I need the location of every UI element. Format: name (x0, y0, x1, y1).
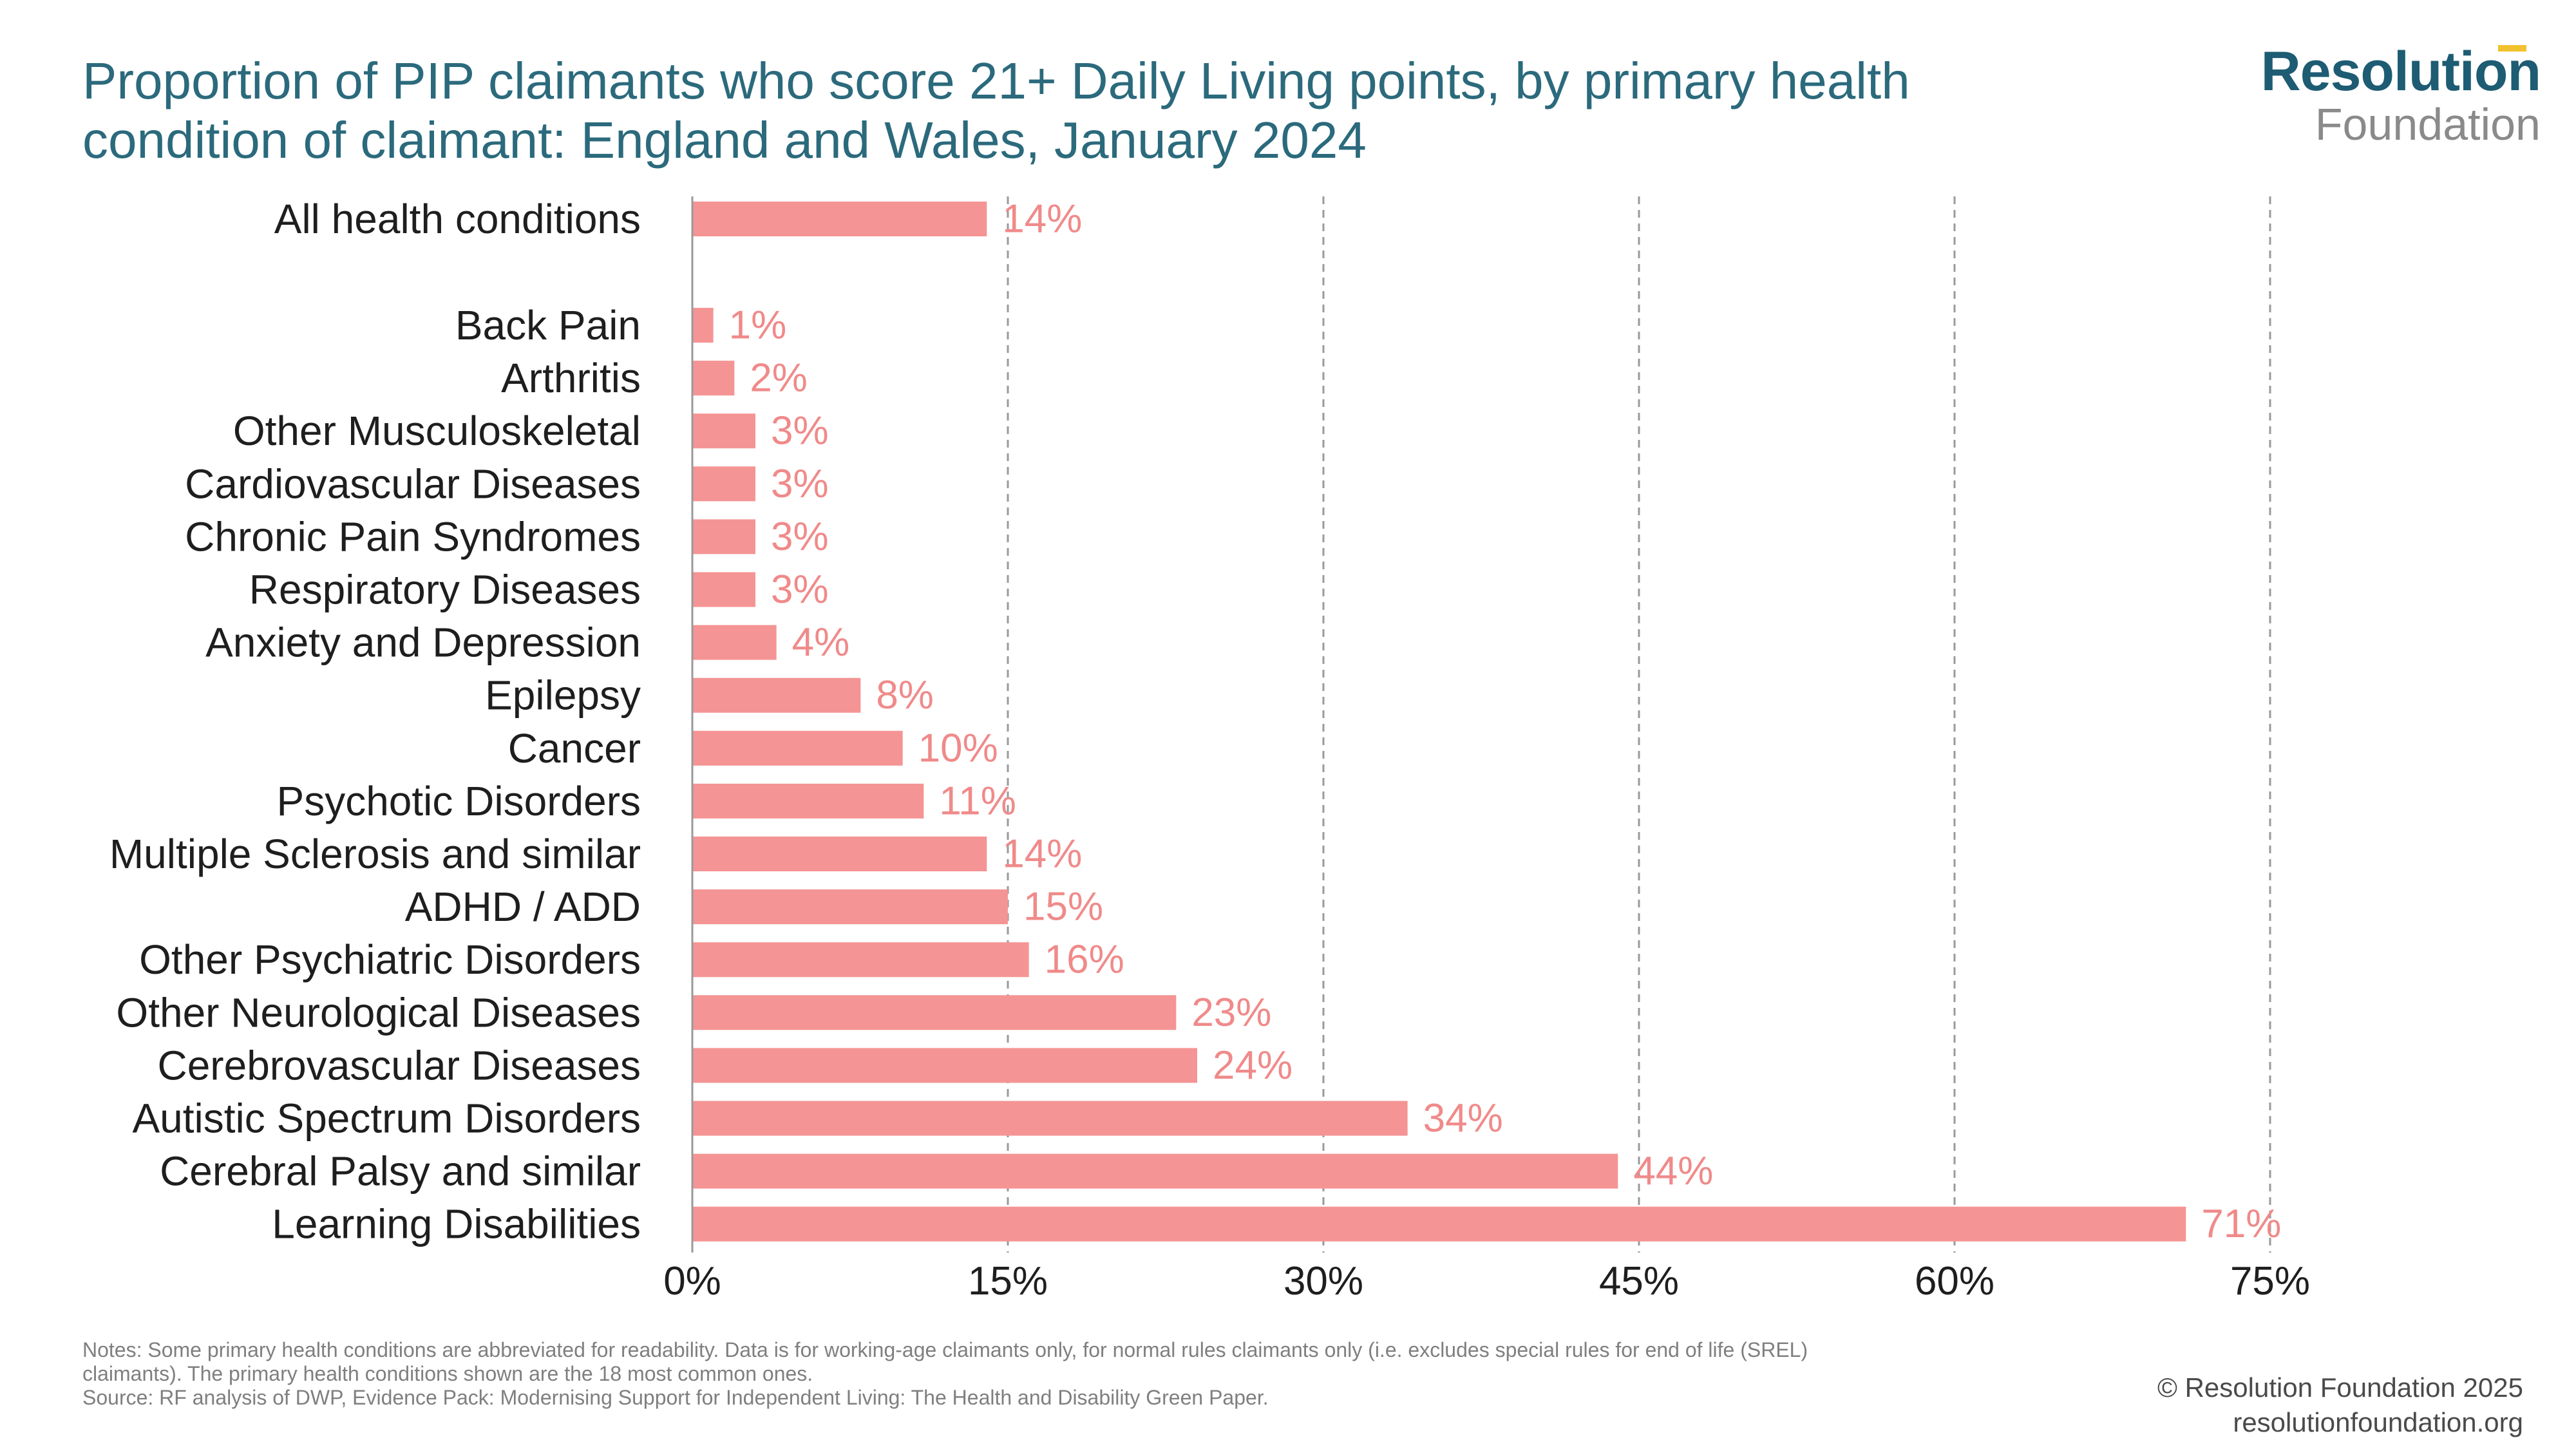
value-label-3: 3% (771, 409, 829, 453)
bar-8 (692, 677, 861, 713)
bar-17 (692, 1153, 1618, 1189)
category-label-5: Chronic Pain Syndromes (185, 513, 641, 560)
category-label-4: Cardiovascular Diseases (185, 460, 641, 507)
category-label-17: Cerebral Palsy and similar (160, 1148, 641, 1195)
value-label-2: 2% (750, 356, 808, 401)
value-label-16: 34% (1423, 1096, 1503, 1141)
category-label-11: Multiple Sclerosis and similar (109, 831, 641, 877)
value-label-9: 10% (918, 726, 998, 770)
bar-14 (692, 995, 1177, 1030)
logo-accent-mark (2498, 45, 2526, 52)
bar-6 (692, 572, 755, 607)
category-label-14: Other Neurological Diseases (116, 989, 641, 1036)
category-label-2: Arthritis (501, 355, 641, 401)
value-label-12: 15% (1023, 885, 1103, 929)
chart-notes: Notes: Some primary health conditions ar… (82, 1338, 2208, 1410)
value-label-5: 3% (771, 515, 829, 559)
notes-line-2: claimants). The primary health condition… (82, 1362, 813, 1385)
logo-main-text: Resolution (2260, 41, 2541, 102)
bar-15 (692, 1048, 1197, 1083)
value-label-18: 71% (2201, 1202, 2281, 1246)
category-label-6: Respiratory Diseases (249, 567, 641, 613)
category-label-9: Cancer (508, 725, 641, 772)
value-label-0: 14% (1002, 197, 1082, 242)
category-label-8: Epilepsy (485, 672, 641, 719)
logo-sub-text: Foundation (2315, 99, 2541, 149)
value-label-7: 4% (792, 620, 850, 665)
category-label-10: Psychotic Disorders (277, 778, 641, 824)
value-label-8: 8% (876, 673, 934, 717)
bar-13 (692, 942, 1029, 978)
x-tick-label-3: 45% (1599, 1259, 1679, 1303)
bar-7 (692, 625, 777, 660)
chart-title-line-2: condition of claimant: England and Wales… (82, 111, 1367, 169)
category-label-18: Learning Disabilities (272, 1201, 641, 1247)
value-label-4: 3% (771, 462, 829, 506)
category-label-7: Anxiety and Depression (205, 620, 641, 666)
copyright-text: © Resolution Foundation 2025 (2157, 1372, 2523, 1403)
category-label-13: Other Psychiatric Disorders (139, 936, 641, 983)
bar-chart: All health conditions 14% Back Pain 1% Arthr… (109, 196, 2310, 1303)
bar-9 (692, 730, 903, 766)
notes-line-1: Notes: Some primary health conditions ar… (82, 1338, 1808, 1361)
bar-1 (692, 308, 714, 343)
source-line: Source: RF analysis of DWP, Evidence Pac… (82, 1386, 1269, 1409)
x-tick-label-1: 15% (968, 1259, 1048, 1303)
bar-11 (692, 837, 987, 871)
category-label-0: All health conditions (274, 196, 641, 242)
value-label-10: 11% (939, 779, 1016, 823)
category-label-1: Back Pain (455, 302, 641, 348)
x-tick-label-0: 0% (663, 1259, 721, 1303)
bar-18 (692, 1206, 2186, 1242)
x-tick-label-4: 60% (1915, 1259, 1994, 1303)
value-label-6: 3% (771, 567, 829, 612)
bar-10 (692, 783, 924, 819)
value-label-15: 24% (1213, 1043, 1293, 1088)
bar-3 (692, 413, 755, 449)
category-label-16: Autistic Spectrum Disorders (132, 1095, 641, 1142)
bar-2 (692, 361, 735, 396)
category-label-12: ADHD / ADD (405, 884, 641, 930)
category-label-15: Cerebrovascular Diseases (157, 1042, 641, 1088)
bar-12 (692, 889, 1008, 925)
bar-0 (692, 202, 987, 236)
resolution-foundation-logo[interactable]: Resolution Foundation (2261, 43, 2541, 148)
chart-title-line-1: Proportion of PIP claimants who score 21… (82, 52, 1910, 109)
website-link[interactable]: resolutionfoundation.org (2233, 1407, 2523, 1437)
value-label-11: 14% (1002, 832, 1082, 876)
bar-4 (692, 466, 755, 502)
x-tick-label-5: 75% (2230, 1259, 2310, 1303)
category-label-3: Other Musculoskeletal (233, 408, 641, 454)
bar-16 (692, 1101, 1408, 1136)
x-tick-label-2: 30% (1283, 1259, 1363, 1303)
value-label-14: 23% (1191, 990, 1271, 1035)
bar-5 (692, 519, 755, 554)
value-label-17: 44% (1633, 1149, 1713, 1193)
chart-title: Proportion of PIP claimants who score 21… (82, 52, 2014, 170)
copyright-block: © Resolution Foundation 2025 resolutionf… (2157, 1370, 2523, 1440)
value-label-13: 16% (1045, 938, 1124, 982)
value-label-1: 1% (729, 303, 787, 348)
